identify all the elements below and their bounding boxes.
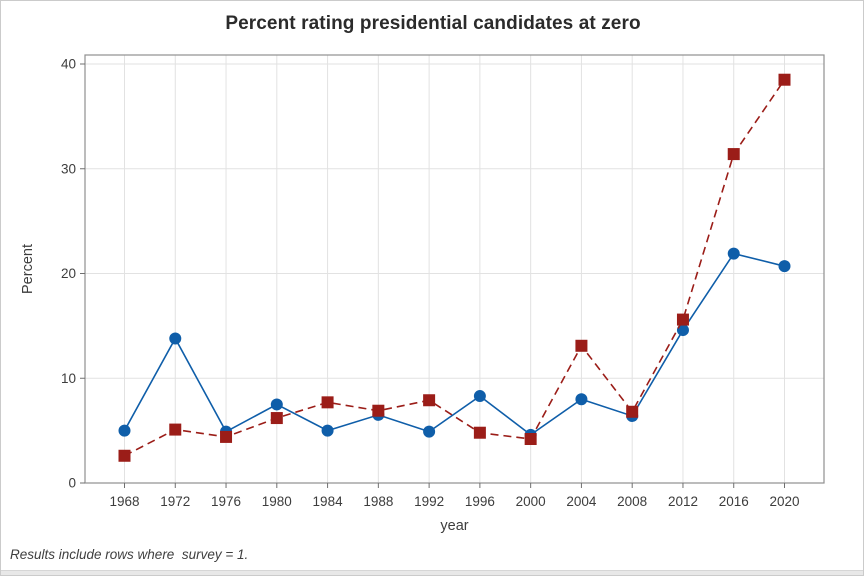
y-tick-label: 20 — [61, 266, 76, 281]
window-bottom-edge — [1, 570, 863, 575]
series-red-squares-marker — [524, 433, 537, 446]
x-tick-label: 2020 — [769, 494, 799, 509]
x-tick-label: 2004 — [566, 494, 597, 509]
x-tick-label: 2016 — [719, 494, 749, 509]
series-blue-circles-marker — [118, 424, 131, 437]
series-blue-circles-marker — [575, 393, 588, 406]
series-red-squares-marker — [118, 449, 131, 462]
gridlines — [85, 55, 824, 483]
x-tick-label: 1968 — [109, 494, 139, 509]
series-red-squares-marker — [321, 396, 334, 409]
y-tick-label: 10 — [61, 371, 76, 386]
series-blue-circles-marker — [423, 425, 436, 438]
y-tick-label: 40 — [61, 57, 76, 72]
x-tick-label: 1976 — [211, 494, 241, 509]
series-red-squares-marker — [270, 412, 283, 425]
x-tick-label: 2000 — [516, 494, 546, 509]
x-tick-label: 1980 — [262, 494, 292, 509]
y-tick-label: 30 — [61, 161, 76, 176]
x-tick-label: 1996 — [465, 494, 495, 509]
x-tick-label: 1988 — [363, 494, 393, 509]
chart-title: Percent rating presidential candidates a… — [225, 13, 641, 34]
series-red-squares-marker — [169, 423, 182, 436]
series-blue-circles-marker — [727, 247, 740, 260]
y-tick-label: 0 — [68, 476, 76, 491]
series-red-squares-marker — [626, 405, 639, 418]
series-blue-circles-marker — [270, 398, 283, 411]
series-blue-circles-line — [123, 252, 785, 436]
series-blue-circles-marker — [473, 390, 486, 403]
x-axis-title: year — [440, 518, 469, 534]
series-red-squares-marker — [372, 404, 385, 417]
series-red-squares-marker — [423, 394, 436, 407]
filter-footnote: Results include rows where survey = 1. — [10, 547, 249, 562]
series-blue-circles-marker — [321, 424, 334, 437]
x-tick-label: 1972 — [160, 494, 190, 509]
series-blue-circles-marker — [778, 260, 791, 273]
x-tick-label: 2012 — [668, 494, 698, 509]
series-red-squares-marker — [575, 339, 588, 352]
series-red-squares — [118, 73, 791, 462]
series-red-squares-marker — [727, 148, 740, 161]
series-blue-circles-marker — [169, 332, 182, 345]
axis-ticks — [80, 63, 785, 488]
axis-tick-labels: 1968 1972 1976 1980 1984 1988 1992 1996 2000 2004… — [61, 57, 800, 510]
series-red-squares-line — [124, 79, 786, 457]
series-blue-circles-marker — [676, 324, 689, 337]
series-blue-circles — [118, 247, 791, 441]
series-red-squares-marker — [473, 426, 486, 439]
x-tick-label: 2008 — [617, 494, 647, 509]
x-tick-label: 1992 — [414, 494, 444, 509]
x-tick-label: 1984 — [313, 494, 344, 509]
plot-frame — [84, 54, 825, 484]
series-red-squares-marker — [220, 430, 233, 443]
series-red-squares-marker — [676, 313, 689, 326]
series-red-squares-marker — [778, 73, 791, 86]
